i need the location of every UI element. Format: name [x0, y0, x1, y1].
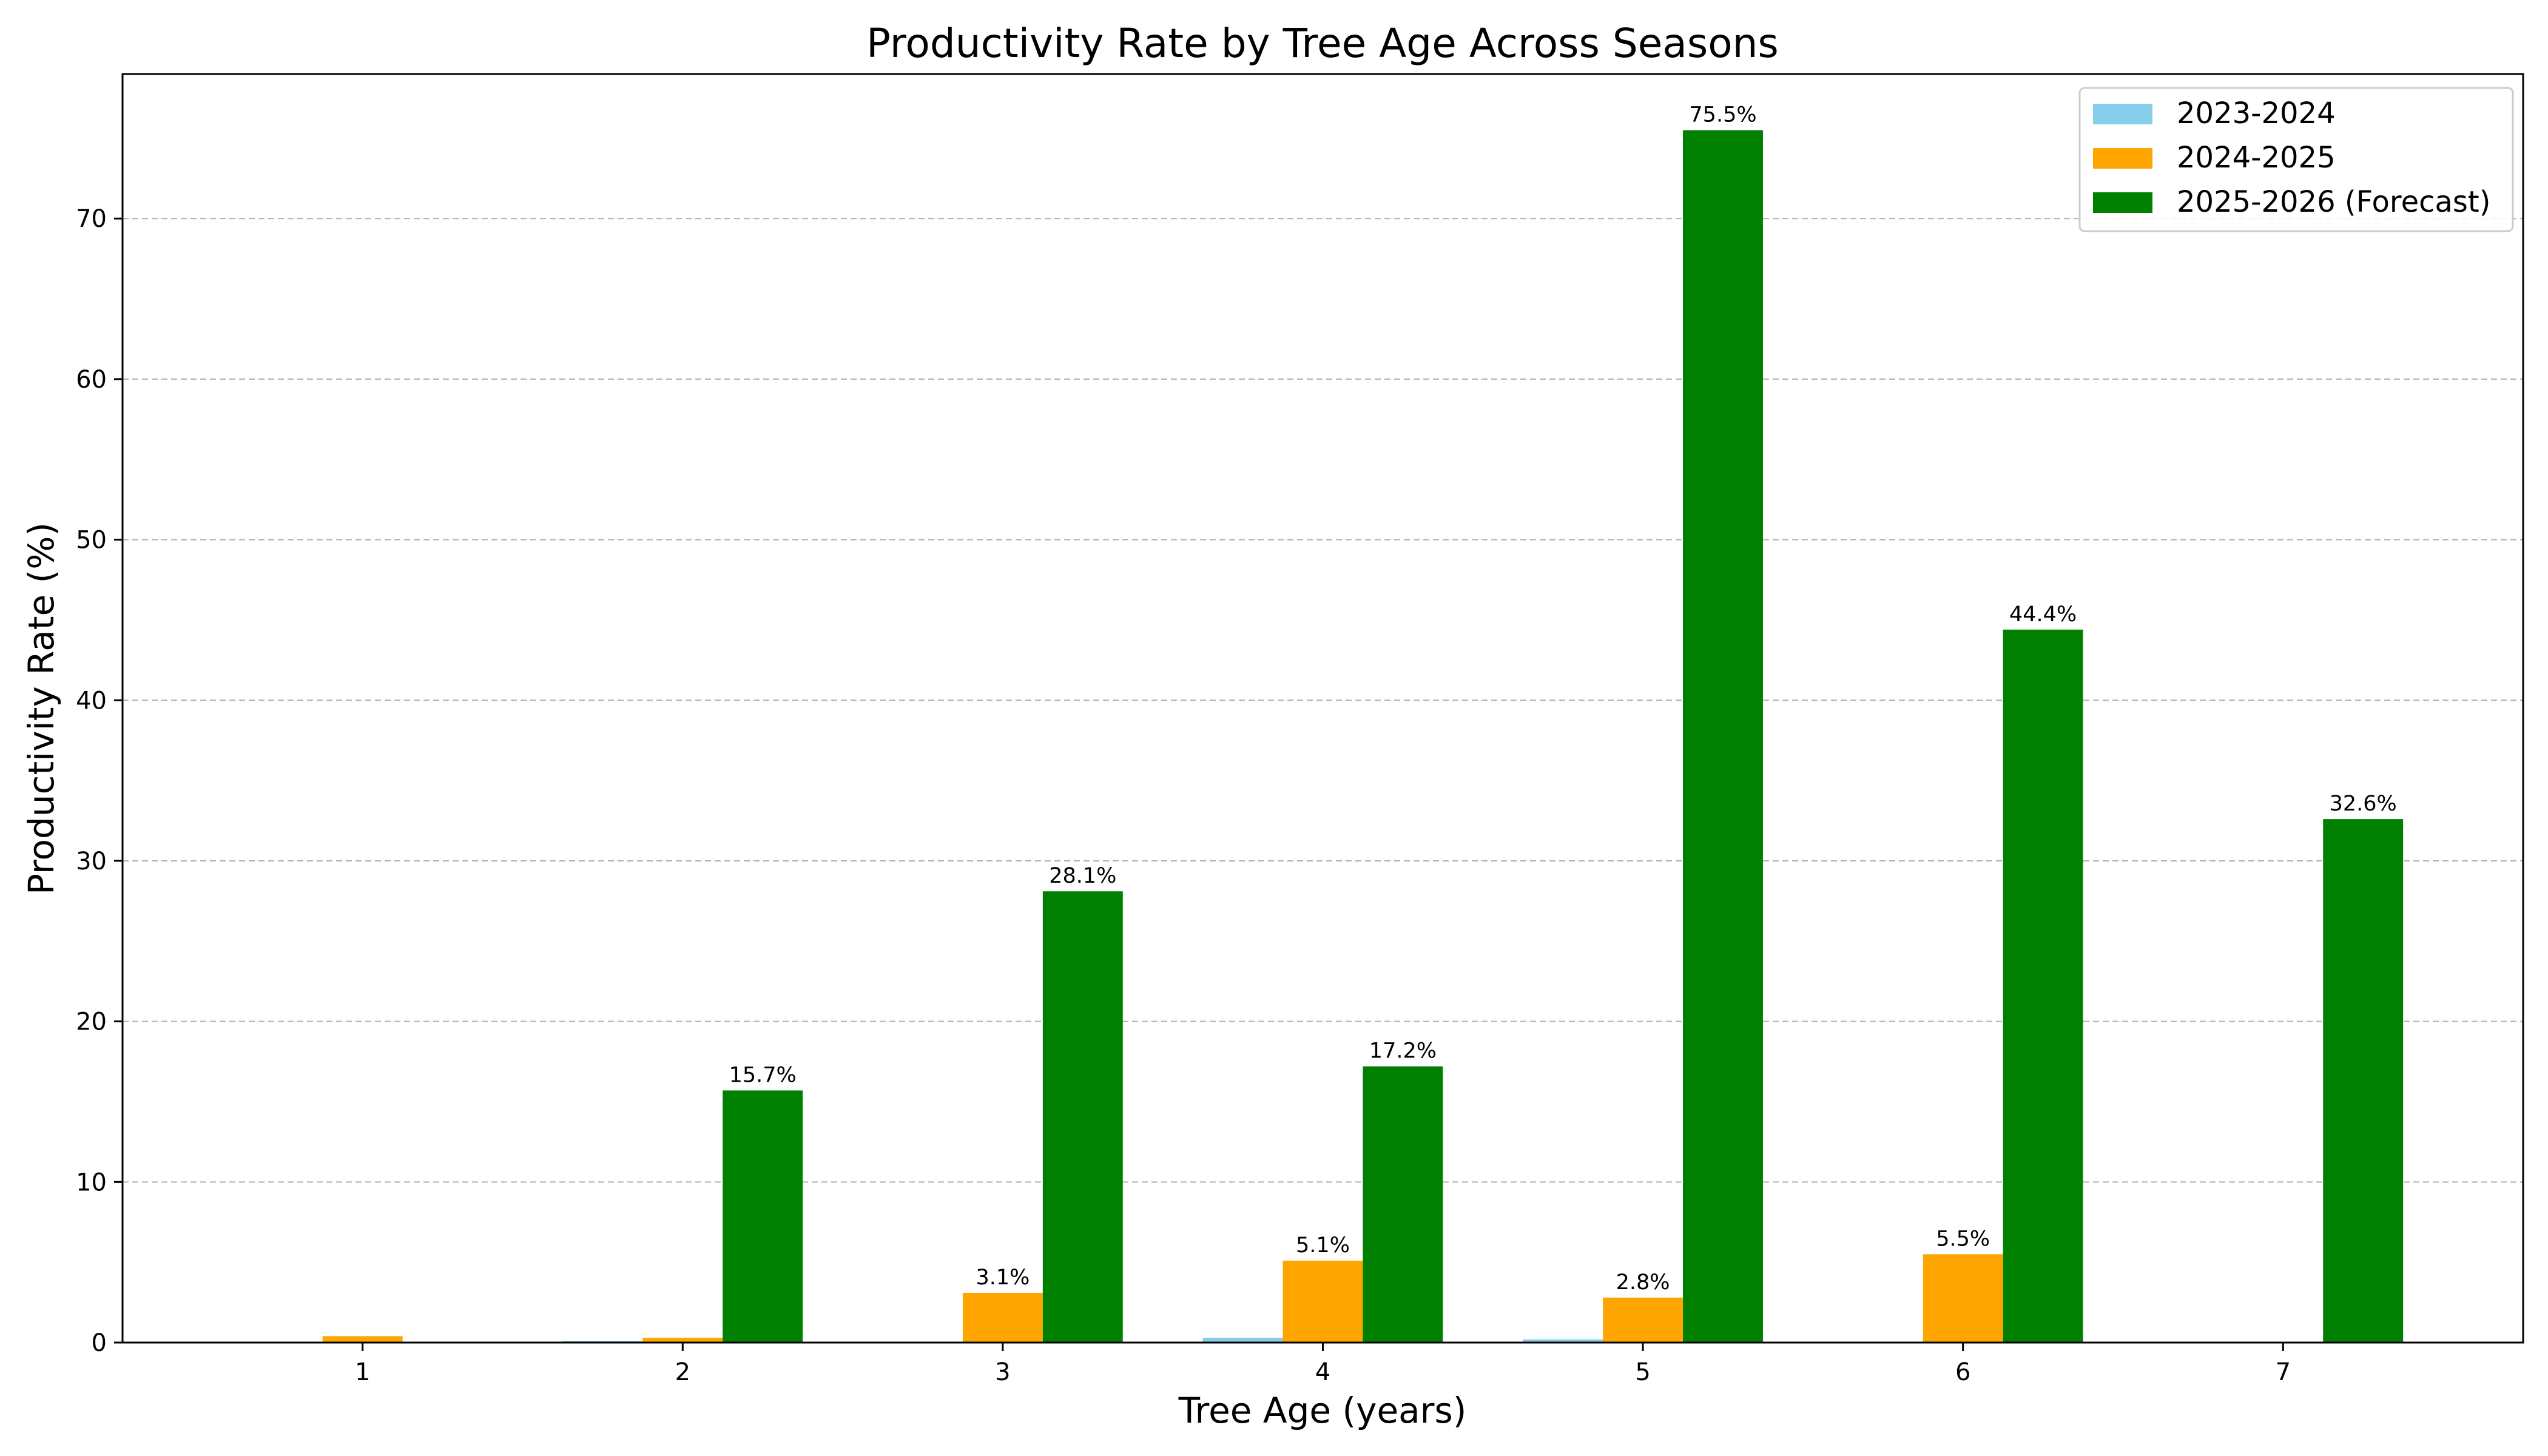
- x-tick-label: 2: [675, 1358, 690, 1386]
- data-label: 2.8%: [1616, 1270, 1670, 1295]
- y-tick-label: 60: [76, 366, 107, 394]
- x-axis-label: Tree Age (years): [1178, 1390, 1467, 1431]
- y-tick-label: 70: [76, 205, 107, 233]
- x-tick-label: 5: [1635, 1358, 1650, 1386]
- data-label: 5.5%: [1936, 1227, 1990, 1251]
- data-label: 15.7%: [729, 1063, 797, 1087]
- legend-label: 2023-2024: [2177, 96, 2336, 130]
- legend-label: 2025-2026 (Forecast): [2177, 185, 2490, 219]
- legend-label: 2024-2025: [2177, 141, 2336, 175]
- y-tick-label: 0: [92, 1329, 107, 1357]
- legend-swatch: [2093, 192, 2152, 213]
- x-tick-label: 6: [1955, 1358, 1970, 1386]
- data-label: 3.1%: [976, 1266, 1030, 1290]
- y-tick-label: 50: [76, 527, 107, 554]
- data-label: 5.1%: [1296, 1233, 1350, 1258]
- bar-2024-2025-age-4: [1282, 1261, 1363, 1343]
- legend-box: [2078, 87, 2514, 232]
- bar-2024-2025-age-3: [962, 1292, 1043, 1343]
- bar-2023-2024-age-4: [1202, 1338, 1283, 1343]
- bar-2024-2025-age-6: [1923, 1254, 2003, 1343]
- legend-swatch: [2093, 104, 2152, 124]
- y-tick-label: 40: [76, 687, 107, 715]
- data-label: 75.5%: [1689, 103, 1756, 127]
- data-label: 44.4%: [2009, 602, 2077, 627]
- grid-lines: [123, 218, 2523, 1183]
- x-tick-label: 1: [355, 1358, 370, 1386]
- data-labels: 3.1% 5.1% 2.8% 5.5% 15.7% 28.1% 17.2% 75.5% 44.4…: [729, 103, 2397, 1295]
- x-tick-label: 3: [995, 1358, 1010, 1386]
- data-label: 28.1%: [1049, 864, 1116, 888]
- y-tick-label: 30: [76, 848, 107, 875]
- y-axis-ticks: 0 10 20 30 40 50 60 70: [76, 205, 123, 1357]
- bar-2023-2024-age-5: [1523, 1339, 1603, 1343]
- y-tick-label: 20: [76, 1008, 107, 1036]
- x-axis-ticks: 1 2 3 4 5 6 7: [355, 1343, 2291, 1386]
- bar-2025-2026-age-4: [1363, 1066, 1443, 1343]
- legend: 2023-2024 2024-2025 2025-2026 (Forecast): [2078, 87, 2514, 232]
- data-label: 17.2%: [1369, 1039, 1437, 1063]
- data-label: 32.6%: [2330, 792, 2397, 816]
- bar-2025-2026-age-7: [2323, 819, 2404, 1343]
- y-tick-label: 10: [76, 1168, 107, 1196]
- x-tick-label: 7: [2276, 1358, 2291, 1386]
- bar-2025-2026-age-5: [1683, 130, 1763, 1343]
- x-tick-label: 4: [1315, 1358, 1330, 1386]
- bars: [322, 130, 2404, 1343]
- bar-2024-2025-age-2: [642, 1338, 723, 1343]
- y-axis-label: Productivity Rate (%): [21, 522, 62, 895]
- chart-title: Productivity Rate by Tree Age Across Sea…: [866, 20, 1779, 67]
- bar-2025-2026-age-3: [1042, 891, 1123, 1343]
- bar-2024-2025-age-5: [1603, 1297, 1684, 1343]
- legend-swatch: [2093, 148, 2152, 169]
- bar-2025-2026-age-6: [2003, 629, 2083, 1343]
- bar-2024-2025-age-1: [322, 1336, 403, 1343]
- bar-2025-2026-age-2: [723, 1090, 803, 1343]
